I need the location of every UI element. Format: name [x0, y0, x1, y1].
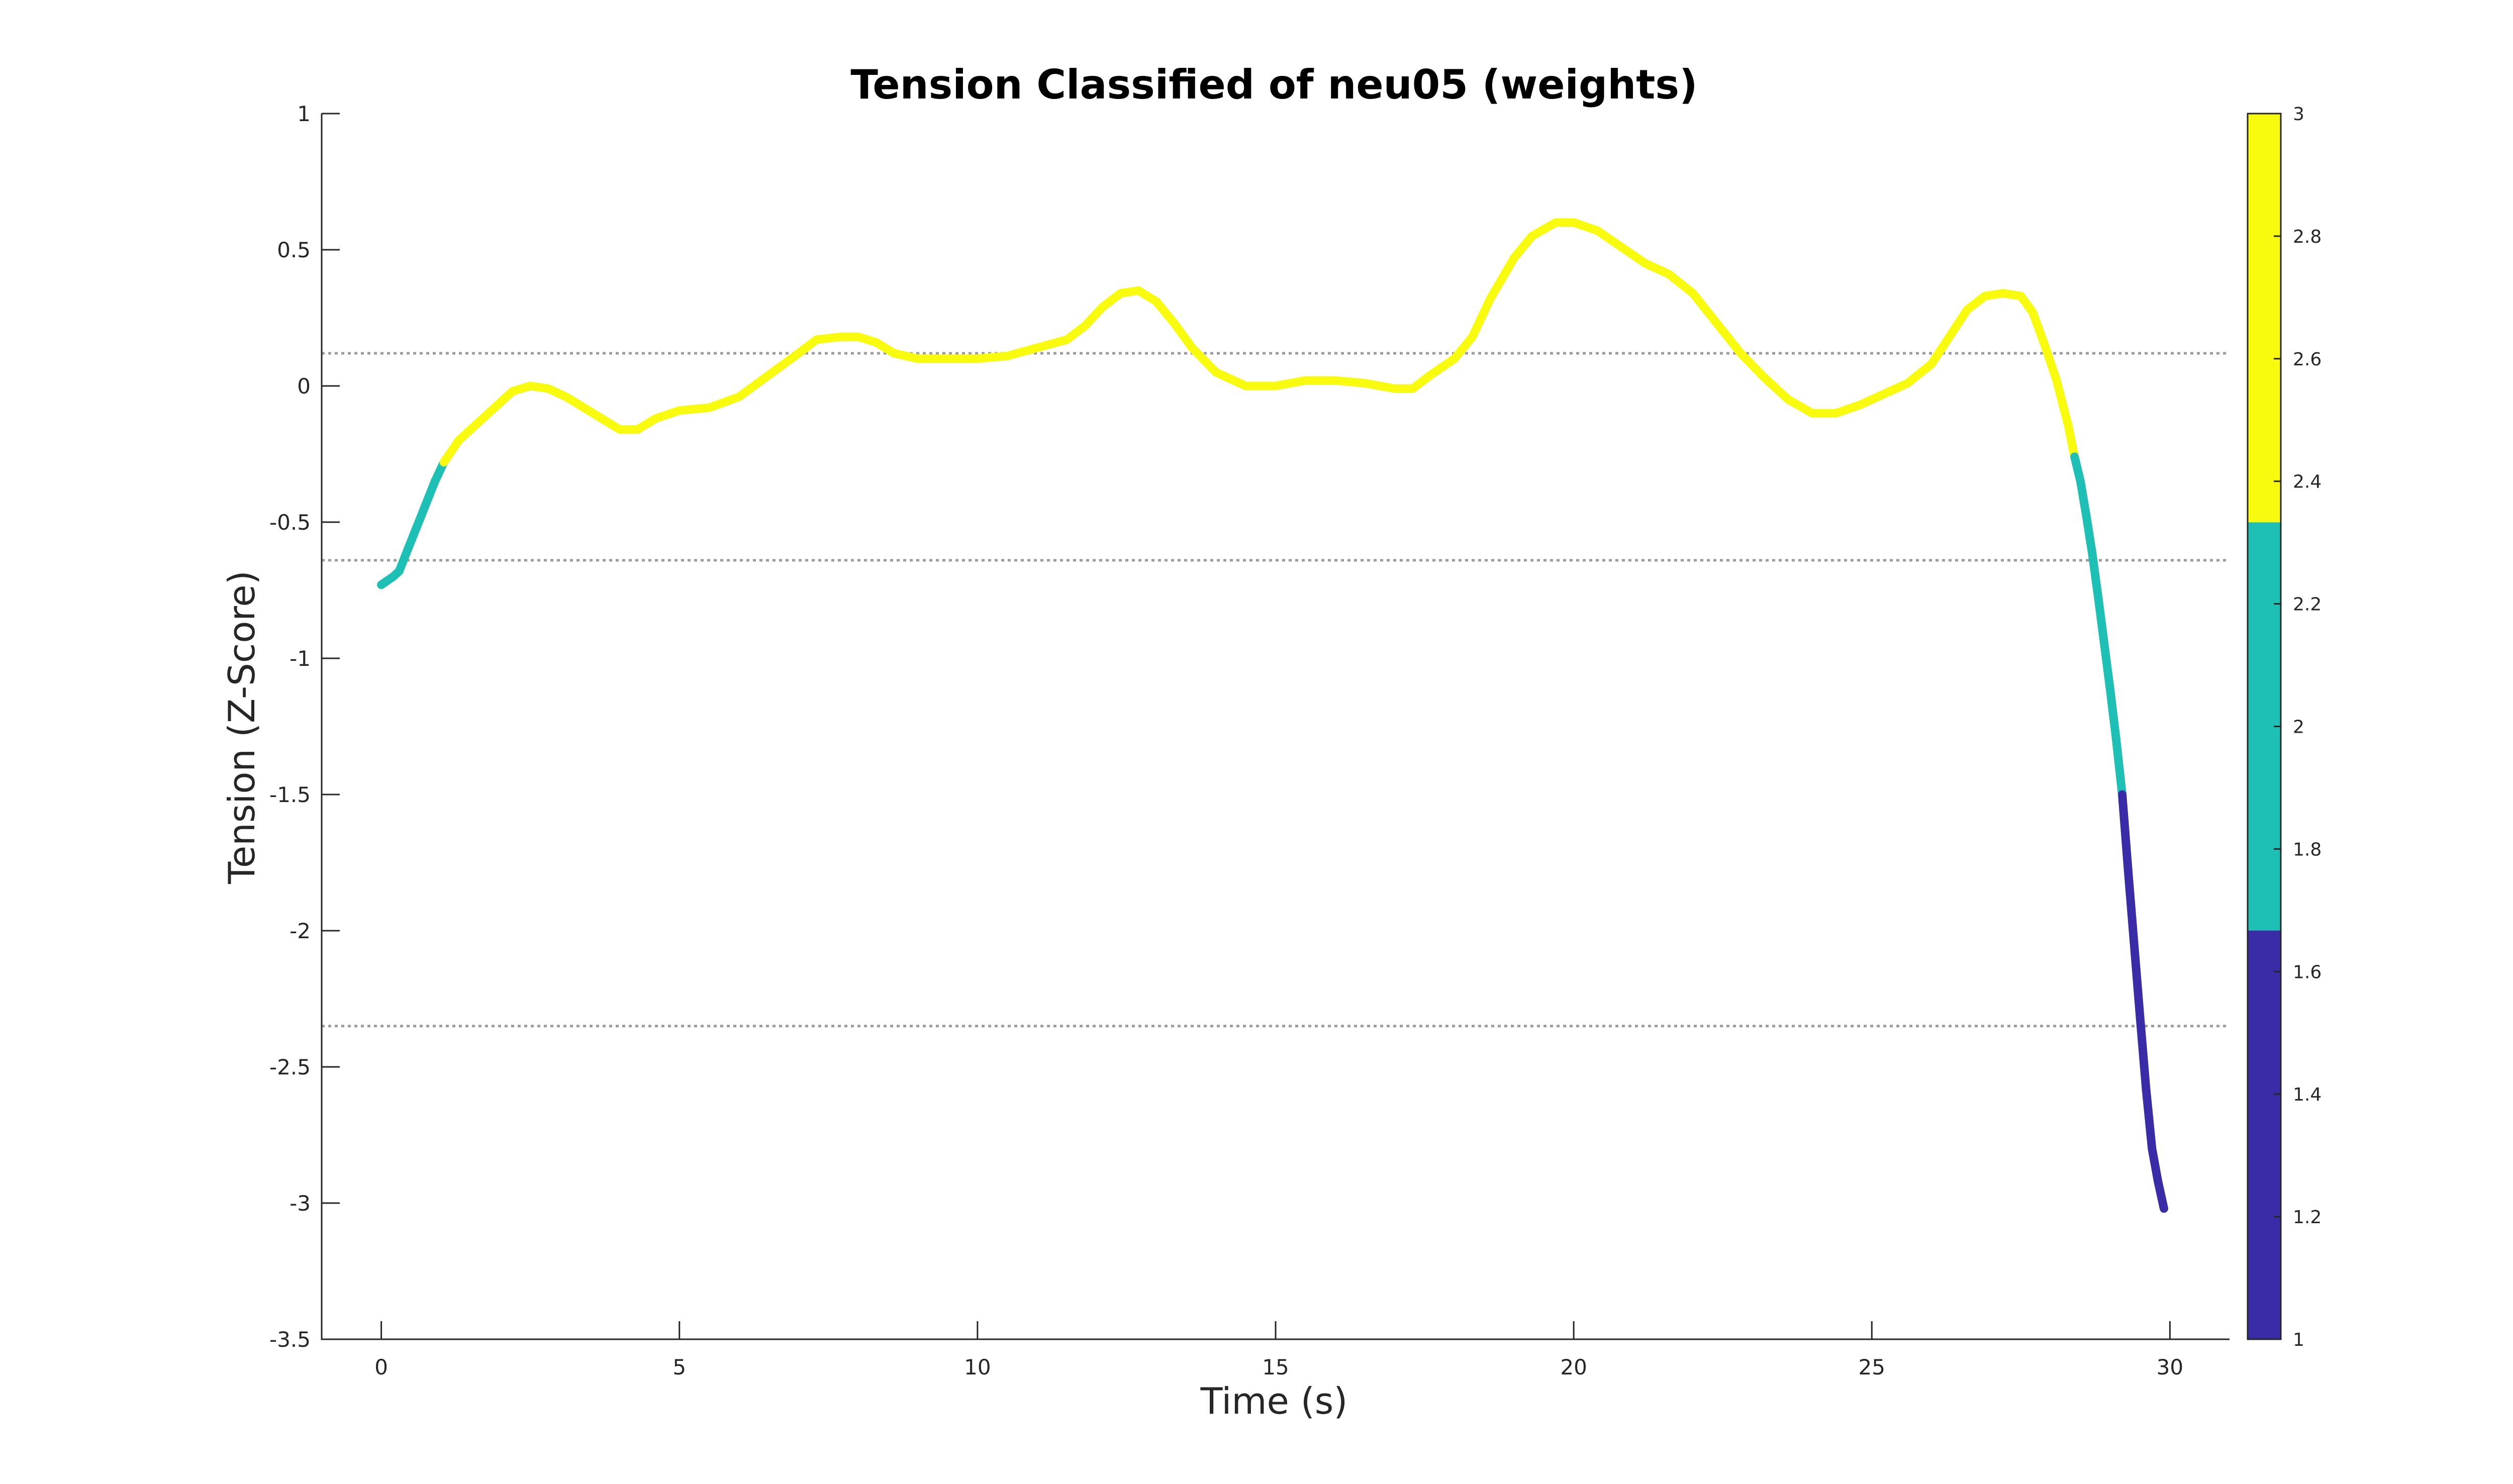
colorbar-tick-label: 3	[2293, 104, 2304, 125]
series-segment-1	[439, 218, 2079, 467]
colorbar-tick-label: 2	[2293, 717, 2304, 738]
x-tick-label: 30	[2157, 1355, 2183, 1379]
colorbar-tick-label: 2.8	[2293, 227, 2322, 247]
y-tick-label: -1.5	[269, 782, 311, 807]
colorbar-tick-label: 2.2	[2293, 595, 2322, 615]
y-tick-label: 0.5	[277, 238, 311, 262]
colorbar-tick-label: 1.8	[2293, 839, 2322, 860]
y-tick-label: 1	[297, 102, 311, 126]
y-tick-label: -3.5	[269, 1327, 311, 1352]
colorbar-band-2	[2248, 930, 2281, 1339]
colorbar-tick-label: 1.4	[2293, 1084, 2322, 1105]
y-tick-label: -0.5	[269, 510, 311, 535]
x-tick-label: 15	[1262, 1355, 1289, 1379]
colorbar-tick-label: 1	[2293, 1330, 2304, 1350]
colorbar-tick-label: 1.6	[2293, 962, 2322, 982]
x-tick-label: 10	[964, 1355, 991, 1379]
y-tick-label: -1	[289, 646, 311, 671]
colorbar-ticks: 3 2.8 2.6 2.4 2.2 2 1.8 1.6 1.4 1.2 1	[2274, 104, 2322, 1350]
y-axis-label: Tension (Z-Score)	[221, 570, 263, 884]
chart-title: Tension Classified of neu05 (weights)	[850, 61, 1697, 108]
colorbar-tick-label: 2.4	[2293, 472, 2322, 492]
series-segment-3	[2118, 790, 2168, 1213]
series-segment-0	[377, 458, 448, 589]
x-tick-label: 20	[1560, 1355, 1587, 1379]
x-tick-label: 0	[374, 1355, 388, 1379]
x-axis-label: Time (s)	[1200, 1380, 1348, 1422]
y-axis-ticks: 1 0.5 0 -0.5 -1 -1.5 -2 -2.5 -3 -3.5	[269, 102, 340, 1352]
colorbar-tick-label: 2.6	[2293, 349, 2322, 370]
axis-frame	[321, 114, 2230, 1340]
x-axis-ticks: 0 5 10 15 20 25 30	[374, 1321, 2183, 1379]
colorbar-band-0	[2248, 114, 2281, 523]
y-tick-label: -2.5	[269, 1055, 311, 1079]
series-lines	[377, 218, 2168, 1213]
colorbar-tick-label: 1.2	[2293, 1207, 2322, 1228]
x-tick-label: 25	[1859, 1355, 1885, 1379]
y-tick-label: -2	[289, 919, 311, 943]
series-segment-2	[2070, 452, 2127, 799]
threshold-lines	[322, 352, 2230, 1028]
x-tick-label: 5	[672, 1355, 686, 1379]
y-tick-label: 0	[297, 374, 311, 399]
y-tick-label: -3	[289, 1191, 311, 1216]
